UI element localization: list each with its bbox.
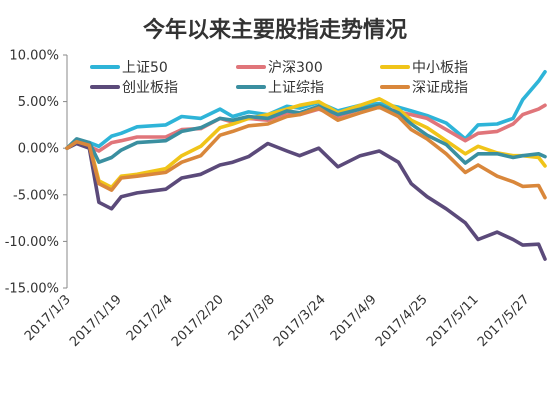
legend-label: 上证50 [122,60,168,76]
y-tick-label: -15.00% [5,282,59,297]
series-layer [65,70,547,261]
legend-label: 创业板指 [122,80,178,96]
y-tick-label: 0.00% [18,142,59,157]
y-tick-label: 10.00% [9,49,59,64]
legend-label: 深证成指 [412,80,468,96]
legend-label: 沪深300 [268,60,323,76]
y-tick-label: 5.00% [18,95,59,110]
series-line-0 [65,70,547,150]
series-line-5 [65,105,547,200]
legend-label: 上证综指 [268,80,324,96]
chart-title: 今年以来主要股指走势情况 [143,17,407,43]
y-tick-label: -10.00% [5,235,59,250]
series-line-3 [65,141,547,261]
y-tick-label: -5.00% [13,188,59,203]
legend-label: 中小板指 [412,60,468,76]
